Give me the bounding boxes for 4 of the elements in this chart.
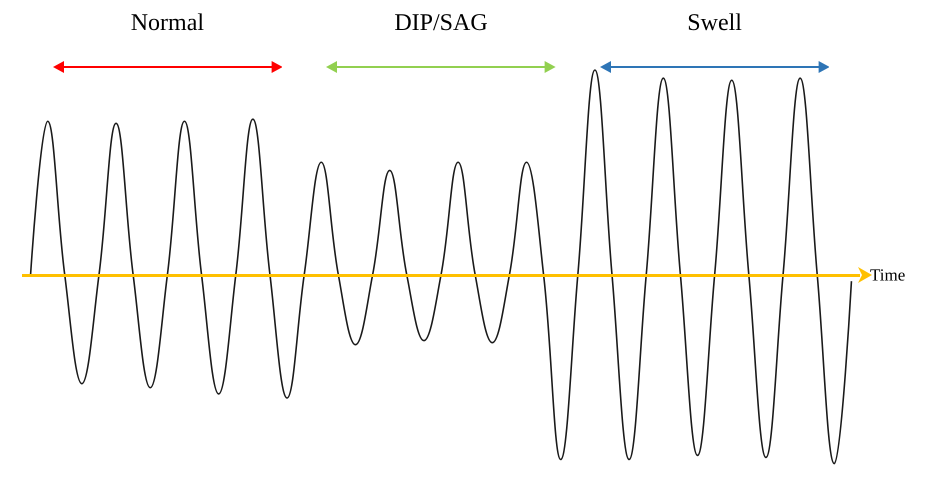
text: Swell <box>687 10 742 37</box>
text: Normal <box>130 10 204 37</box>
text: DIP/SAG <box>394 10 488 37</box>
x-axis-title: Time <box>870 266 906 284</box>
